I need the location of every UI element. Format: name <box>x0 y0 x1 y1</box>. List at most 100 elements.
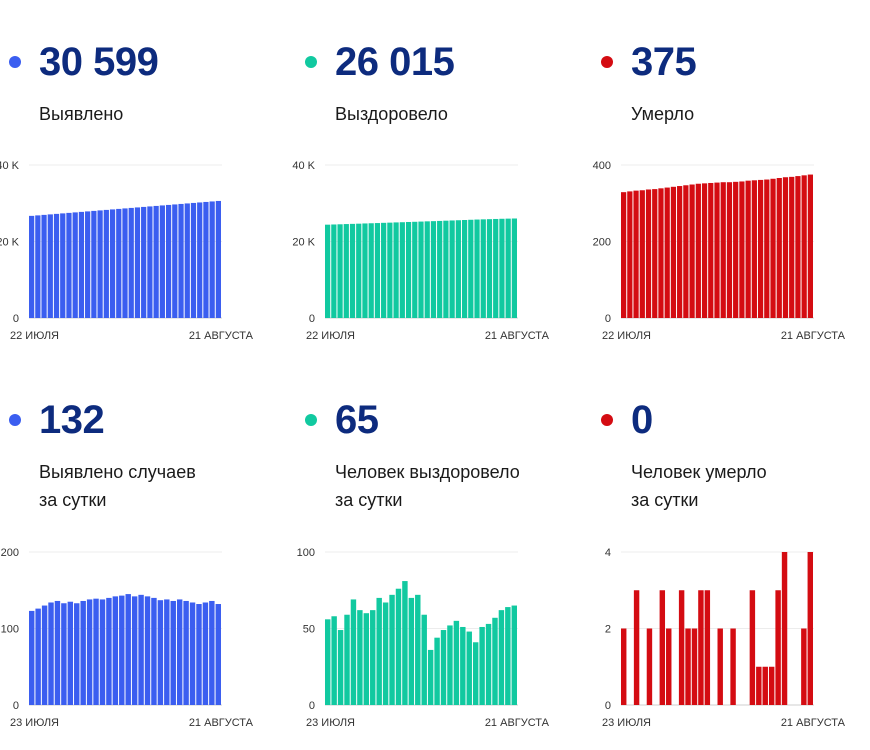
bar <box>122 208 128 318</box>
bar <box>357 610 363 705</box>
bar <box>337 630 344 705</box>
bar <box>35 608 41 705</box>
green-dot-icon <box>305 414 317 426</box>
deaths-total: 375 <box>631 40 697 84</box>
daily-recovered-chart: 0 50 100 23 ИЮЛЯ 21 АВГУСТА <box>297 547 550 729</box>
bar <box>170 600 176 705</box>
bar <box>99 599 106 705</box>
x-start-label: 22 ИЮЛЯ <box>10 330 59 342</box>
bar <box>189 602 196 705</box>
y-tick-label: 0 <box>605 700 611 712</box>
bar <box>382 602 389 705</box>
recovered-label: Выздоровело <box>335 104 448 124</box>
bar <box>402 581 408 705</box>
bar <box>91 210 97 318</box>
bar <box>726 182 733 318</box>
bar <box>29 215 35 318</box>
bar <box>424 221 430 318</box>
bar <box>498 610 505 705</box>
bar <box>215 604 221 705</box>
bar <box>776 178 782 318</box>
bar <box>41 605 48 705</box>
bar <box>664 187 670 318</box>
bar <box>85 211 91 318</box>
daily-recovered-total: 65 <box>335 398 379 442</box>
blue-dot-icon <box>9 414 21 426</box>
bar <box>157 600 164 705</box>
card-daily-detected: 132 Выявлено случаев за сутки 0 100 200 23 … <box>0 360 280 730</box>
bar <box>183 600 189 705</box>
bar <box>97 210 103 318</box>
bar <box>627 191 633 318</box>
x-start-label: 22 ИЮЛЯ <box>602 330 651 342</box>
bar <box>460 626 466 705</box>
bar <box>29 610 35 705</box>
bar <box>190 202 197 318</box>
x-end-label: 21 АВГУСТА <box>781 717 846 729</box>
detected-total: 30 599 <box>39 40 159 84</box>
bar <box>178 203 184 318</box>
bar <box>153 205 159 318</box>
bar <box>677 186 683 318</box>
bar <box>670 186 677 318</box>
daily-deaths-total: 0 <box>631 398 653 442</box>
daily-deaths-label-line2: за сутки <box>631 490 699 510</box>
bar <box>164 599 170 705</box>
bar <box>751 180 757 318</box>
bar <box>505 218 511 318</box>
bar <box>134 207 141 318</box>
bar <box>430 221 437 318</box>
bar <box>633 590 640 705</box>
bar <box>421 614 427 705</box>
detected-label: Выявлено <box>39 104 124 124</box>
bar <box>196 604 202 705</box>
bar <box>646 628 653 705</box>
bar <box>775 590 781 705</box>
bar <box>466 631 472 705</box>
bar <box>176 599 183 705</box>
bar <box>691 628 698 705</box>
bar <box>395 588 402 705</box>
bar <box>789 176 795 318</box>
bar <box>479 626 485 705</box>
bar <box>412 221 418 318</box>
bar <box>499 218 505 318</box>
recovered-chart: 0 20 K 40 K 22 ИЮЛЯ 21 АВГУСТА <box>292 160 549 342</box>
bar <box>807 174 813 318</box>
bar <box>757 179 764 318</box>
deaths-chart: 0 200 400 22 ИЮЛЯ 21 АВГУСТА <box>593 160 846 342</box>
y-tick-label: 20 K <box>0 237 20 249</box>
bar <box>717 628 723 705</box>
bar <box>209 201 215 318</box>
bar <box>730 628 736 705</box>
card-detected: 30 599 Выявлено 0 20 K 40 K 22 ИЮЛЯ 21 АВГУС… <box>0 0 280 370</box>
daily-detected-total: 132 <box>39 398 105 442</box>
bar <box>801 175 807 318</box>
bar <box>745 180 751 318</box>
bar <box>807 552 813 705</box>
bar <box>125 594 131 705</box>
bar <box>202 602 209 705</box>
bar <box>67 601 74 705</box>
bar <box>440 630 447 705</box>
bar <box>408 597 415 705</box>
daily-detected-chart: 0 100 200 23 ИЮЛЯ 21 АВГУСТА <box>1 547 254 729</box>
bar <box>60 213 66 318</box>
bar <box>184 203 190 318</box>
y-tick-label: 200 <box>593 237 611 249</box>
bar <box>159 205 165 318</box>
bar <box>418 221 424 318</box>
bar <box>427 649 434 705</box>
bar <box>485 623 492 705</box>
bar <box>474 219 480 318</box>
bar <box>356 223 362 318</box>
bar <box>325 224 331 318</box>
bar <box>399 222 405 318</box>
bar <box>109 209 116 318</box>
bar <box>733 181 739 318</box>
bar <box>141 206 147 318</box>
bar <box>93 598 99 705</box>
y-tick-label: 400 <box>593 160 611 172</box>
bar <box>782 177 789 318</box>
bar <box>74 603 80 705</box>
